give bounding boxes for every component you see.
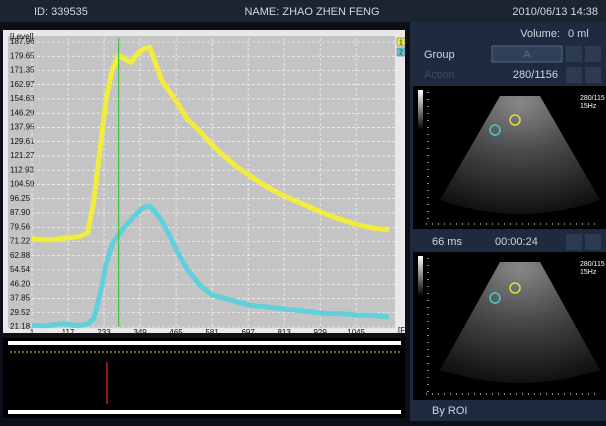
y-tick-label: 146.29	[10, 108, 35, 117]
y-tick-label: 37.85	[10, 294, 31, 303]
trace-bar	[8, 410, 401, 414]
y-tick-label: 46.20	[10, 279, 31, 288]
patient-name: NAME: ZHAO ZHEN FENG	[244, 6, 379, 18]
action-label: Action	[424, 69, 455, 81]
x-tick-label: 929	[313, 328, 327, 337]
y-tick-label: 71.22	[10, 237, 31, 246]
group-label: Group	[424, 49, 455, 61]
view-rate: 15Hz	[580, 269, 597, 276]
y-tick-label: 87.90	[10, 208, 31, 217]
x-tick-label: 465	[169, 328, 183, 337]
trace-panel	[3, 338, 405, 418]
y-tick-label: 29.52	[10, 308, 31, 317]
date-time: 2010/06/13 14:38	[512, 6, 598, 18]
x-tick-label: 117	[62, 328, 75, 337]
x-tick-label: 813	[277, 328, 291, 337]
view-frame: 280/115	[580, 261, 605, 268]
frame-counter: 280/1156	[513, 69, 558, 81]
view-rate: 15Hz	[580, 103, 597, 110]
ultrasound-view	[413, 86, 606, 229]
y-tick-label: 21.18	[10, 322, 31, 331]
button[interactable]	[585, 234, 601, 250]
patient-id: ID: 339535	[34, 6, 88, 18]
y-tick-label: 137.95	[10, 123, 35, 132]
mode-label: By ROI	[432, 405, 467, 417]
button[interactable]	[585, 67, 601, 83]
volume-label: Volume:	[520, 28, 560, 40]
screen: ID: 339535 NAME: ZHAO ZHEN FENG 2010/06/…	[0, 0, 606, 421]
timecode: 00:00:24	[495, 236, 538, 248]
y-tick-label: 96.25	[10, 194, 31, 203]
x-tick-label: 697	[241, 328, 255, 337]
x-tick-label: 1045	[347, 328, 365, 337]
y-tick-label: 62.88	[10, 251, 31, 260]
group-value: A	[523, 49, 531, 61]
time-ms: 66 ms	[432, 236, 462, 248]
x-tick-label: 233	[97, 328, 111, 337]
y-tick-label: 54.54	[10, 265, 31, 274]
y-tick-label: 129.61	[10, 137, 35, 146]
trace-bar	[8, 341, 401, 345]
x-tick-label: 1	[30, 328, 35, 337]
y-tick-label: 112.93	[10, 165, 34, 174]
y-tick-label: 154.63	[10, 94, 35, 103]
x-tick-label: 581	[205, 328, 219, 337]
y-tick-label: 121.27	[10, 151, 35, 160]
y-tick-label: 162.97	[10, 80, 35, 89]
y-tick-label: 79.56	[10, 222, 31, 231]
x-tick-label: 349	[133, 328, 147, 337]
legend-label: 1	[399, 39, 403, 46]
ultrasound-view	[413, 252, 606, 400]
button[interactable]	[585, 46, 601, 62]
view-frame: 280/115	[580, 95, 605, 102]
x-axis-label: [F]	[398, 326, 407, 335]
button[interactable]	[566, 46, 582, 62]
y-tick-label: 104.59	[10, 180, 35, 189]
y-axis-label: [Level]	[10, 32, 34, 41]
button[interactable]	[566, 234, 582, 250]
legend-label: 2	[399, 49, 403, 56]
y-tick-label: 171.35	[10, 65, 35, 74]
volume-value: 0 ml	[568, 28, 589, 40]
y-tick-label: 179.65	[10, 51, 35, 60]
button[interactable]	[566, 67, 582, 83]
